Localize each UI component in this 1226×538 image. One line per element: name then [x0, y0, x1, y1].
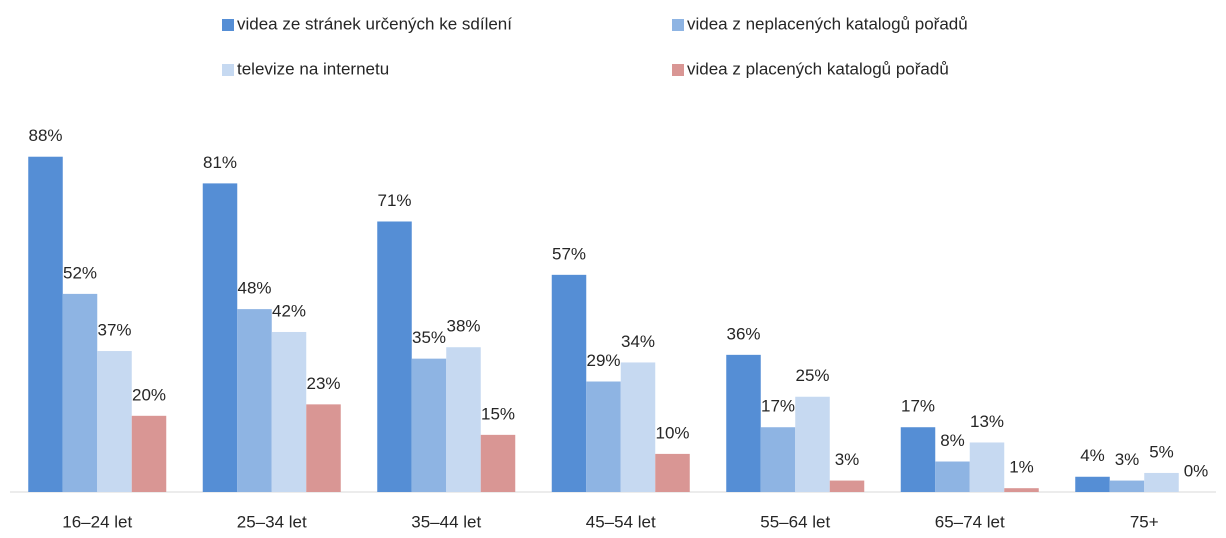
bar — [28, 156, 63, 492]
bar — [306, 404, 341, 492]
legend-swatch — [672, 64, 684, 76]
data-label: 29% — [586, 351, 620, 370]
data-label: 57% — [552, 244, 586, 263]
x-tick-label: 25–34 let — [237, 512, 307, 531]
bar — [480, 434, 516, 492]
bar — [411, 358, 447, 492]
data-label: 4% — [1080, 446, 1105, 465]
bar — [237, 309, 272, 492]
data-label: 5% — [1149, 442, 1174, 461]
data-label: 10% — [655, 423, 689, 442]
data-label: 1% — [1009, 458, 1034, 477]
bar — [726, 354, 761, 492]
legend-label: televize na internetu — [237, 59, 389, 78]
bar — [795, 396, 830, 492]
bar — [620, 362, 656, 492]
data-label: 3% — [1115, 450, 1140, 469]
data-label: 52% — [63, 263, 97, 282]
legend-swatch — [672, 19, 684, 31]
bar — [969, 442, 1005, 492]
bar — [829, 480, 865, 492]
bar — [1144, 472, 1179, 492]
legend-label: videa z neplacených katalogů pořadů — [687, 14, 968, 33]
bar — [271, 331, 307, 492]
data-label: 42% — [272, 301, 306, 320]
data-label: 8% — [940, 431, 965, 450]
bar — [760, 427, 796, 492]
bar — [655, 453, 690, 492]
bar — [935, 461, 970, 492]
data-label: 37% — [97, 321, 131, 340]
legend-swatch — [222, 64, 234, 76]
data-label: 20% — [132, 385, 166, 404]
bar — [131, 415, 167, 492]
data-label: 36% — [726, 324, 760, 343]
data-label: 0% — [1184, 461, 1209, 480]
data-label: 48% — [237, 279, 271, 298]
bar — [1109, 480, 1145, 492]
data-label: 23% — [306, 374, 340, 393]
data-label: 17% — [901, 397, 935, 416]
bar — [62, 293, 98, 492]
data-label: 13% — [970, 412, 1004, 431]
data-label: 81% — [203, 153, 237, 172]
bar — [202, 183, 238, 492]
data-label: 17% — [761, 397, 795, 416]
data-label: 88% — [28, 126, 62, 145]
bar — [97, 351, 132, 492]
x-tick-label: 45–54 let — [586, 512, 656, 531]
x-tick-label: 65–74 let — [935, 512, 1005, 531]
legend-label: videa z placených katalogů pořadů — [687, 59, 949, 78]
bar — [586, 381, 621, 492]
data-label: 34% — [621, 332, 655, 351]
data-label: 15% — [481, 404, 515, 423]
data-label: 71% — [377, 191, 411, 210]
data-label: 3% — [835, 450, 860, 469]
bar — [1004, 488, 1039, 492]
x-tick-label: 75+ — [1130, 512, 1159, 531]
bar — [900, 427, 936, 492]
data-label: 25% — [795, 366, 829, 385]
legend-label: videa ze stránek určených ke sdílení — [237, 14, 512, 33]
legend-swatch — [222, 19, 234, 31]
bar — [551, 274, 587, 492]
bar — [446, 347, 481, 492]
x-tick-label: 55–64 let — [760, 512, 830, 531]
data-label: 35% — [412, 328, 446, 347]
x-tick-label: 16–24 let — [62, 512, 132, 531]
data-label: 38% — [446, 317, 480, 336]
bar — [377, 221, 412, 493]
bar — [1075, 476, 1110, 492]
x-tick-label: 35–44 let — [411, 512, 481, 531]
